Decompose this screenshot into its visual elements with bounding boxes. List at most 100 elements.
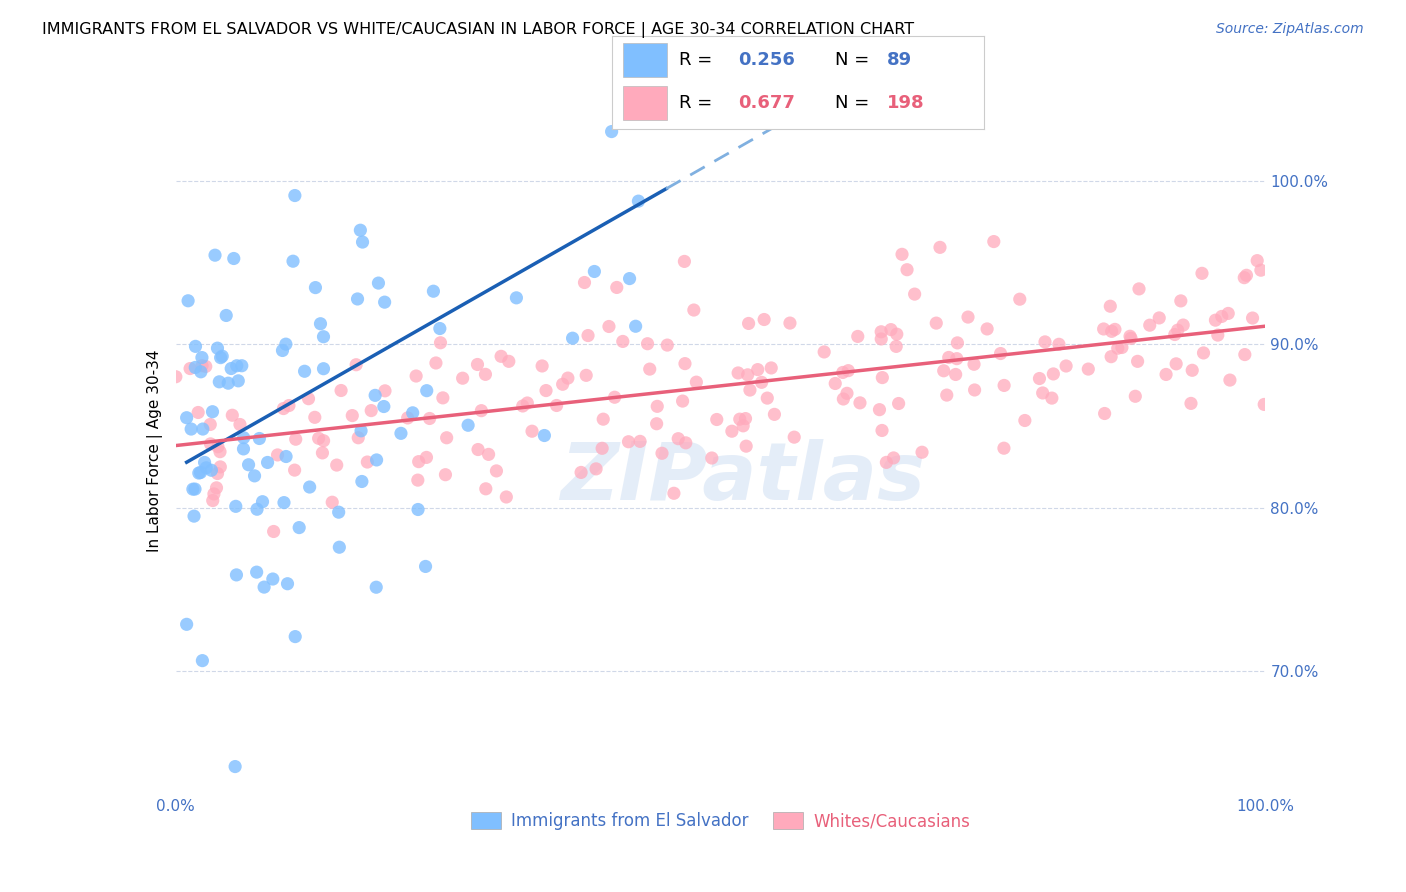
Point xyxy=(983,235,1005,249)
Point xyxy=(374,295,396,310)
Text: 0.256: 0.256 xyxy=(738,51,796,69)
Point xyxy=(1164,327,1187,342)
Point xyxy=(180,422,202,436)
Point xyxy=(756,391,779,405)
Point xyxy=(956,310,979,324)
Text: 198: 198 xyxy=(887,95,925,112)
Point xyxy=(373,400,395,414)
Point xyxy=(645,417,668,431)
Legend: Immigrants from El Salvador, Whites/Caucasians: Immigrants from El Salvador, Whites/Cauc… xyxy=(464,805,977,837)
Point xyxy=(207,440,229,454)
Point xyxy=(278,399,301,413)
Point xyxy=(352,235,374,249)
Point xyxy=(1099,299,1122,313)
Point xyxy=(451,371,474,385)
Point xyxy=(367,276,389,290)
Point xyxy=(869,402,891,417)
Point xyxy=(247,432,270,446)
Point xyxy=(1054,359,1077,373)
Point xyxy=(1099,350,1122,364)
Point xyxy=(929,240,952,254)
Point xyxy=(229,417,252,432)
Point xyxy=(498,354,520,368)
Point xyxy=(225,500,247,514)
Point xyxy=(201,405,224,419)
Point xyxy=(619,271,641,285)
Point xyxy=(183,509,205,524)
Point xyxy=(266,448,288,462)
Point xyxy=(366,580,388,594)
Point xyxy=(187,405,209,419)
Point xyxy=(232,442,254,456)
Point xyxy=(606,280,628,294)
Point xyxy=(1047,337,1070,351)
Point xyxy=(246,502,269,516)
Point xyxy=(612,334,634,349)
Point xyxy=(783,430,806,444)
Point xyxy=(591,442,613,456)
Point xyxy=(1219,373,1241,387)
Point xyxy=(243,468,266,483)
Text: 0.677: 0.677 xyxy=(738,95,796,112)
Point xyxy=(735,439,758,453)
Point xyxy=(429,321,451,335)
Point xyxy=(224,759,246,773)
Point xyxy=(252,494,274,508)
FancyBboxPatch shape xyxy=(623,43,668,77)
Point xyxy=(569,466,592,480)
Point xyxy=(389,426,412,441)
Point xyxy=(516,396,538,410)
Point xyxy=(600,124,623,138)
Point xyxy=(505,291,527,305)
Point xyxy=(706,412,728,426)
Point xyxy=(208,375,231,389)
Point xyxy=(666,432,689,446)
Point xyxy=(202,487,225,501)
Point xyxy=(1181,363,1204,377)
Point xyxy=(737,368,759,382)
Point xyxy=(176,617,198,632)
Point xyxy=(217,376,239,391)
Point xyxy=(231,359,253,373)
Point xyxy=(374,384,396,398)
Point xyxy=(870,325,893,339)
Point xyxy=(1253,397,1275,411)
Point xyxy=(685,375,707,389)
Point xyxy=(1126,354,1149,368)
Point xyxy=(557,371,579,385)
Point xyxy=(932,364,955,378)
Point xyxy=(734,411,756,425)
Point xyxy=(222,252,245,266)
Point xyxy=(350,424,373,438)
Point xyxy=(946,351,969,366)
Point xyxy=(1180,396,1202,410)
Point xyxy=(1250,263,1272,277)
Point xyxy=(1170,293,1192,308)
Point xyxy=(1246,253,1268,268)
Point xyxy=(872,370,894,384)
Point xyxy=(495,490,517,504)
Point xyxy=(281,254,304,268)
Point xyxy=(1040,391,1063,405)
Point xyxy=(1166,357,1188,371)
Point xyxy=(434,467,457,482)
Point xyxy=(624,319,647,334)
Point xyxy=(190,466,212,480)
Point xyxy=(328,505,350,519)
Point xyxy=(356,455,378,469)
Point xyxy=(200,437,222,451)
Point xyxy=(534,384,557,398)
Point xyxy=(415,559,437,574)
Point xyxy=(308,431,330,445)
FancyBboxPatch shape xyxy=(623,87,668,120)
Point xyxy=(415,450,437,465)
Point xyxy=(835,386,858,401)
Point xyxy=(485,464,508,478)
Point xyxy=(561,331,583,345)
Point xyxy=(1233,270,1256,285)
Point xyxy=(204,248,226,262)
Point xyxy=(1014,413,1036,427)
Point xyxy=(751,376,773,390)
Point xyxy=(187,466,209,480)
Point xyxy=(875,455,897,469)
